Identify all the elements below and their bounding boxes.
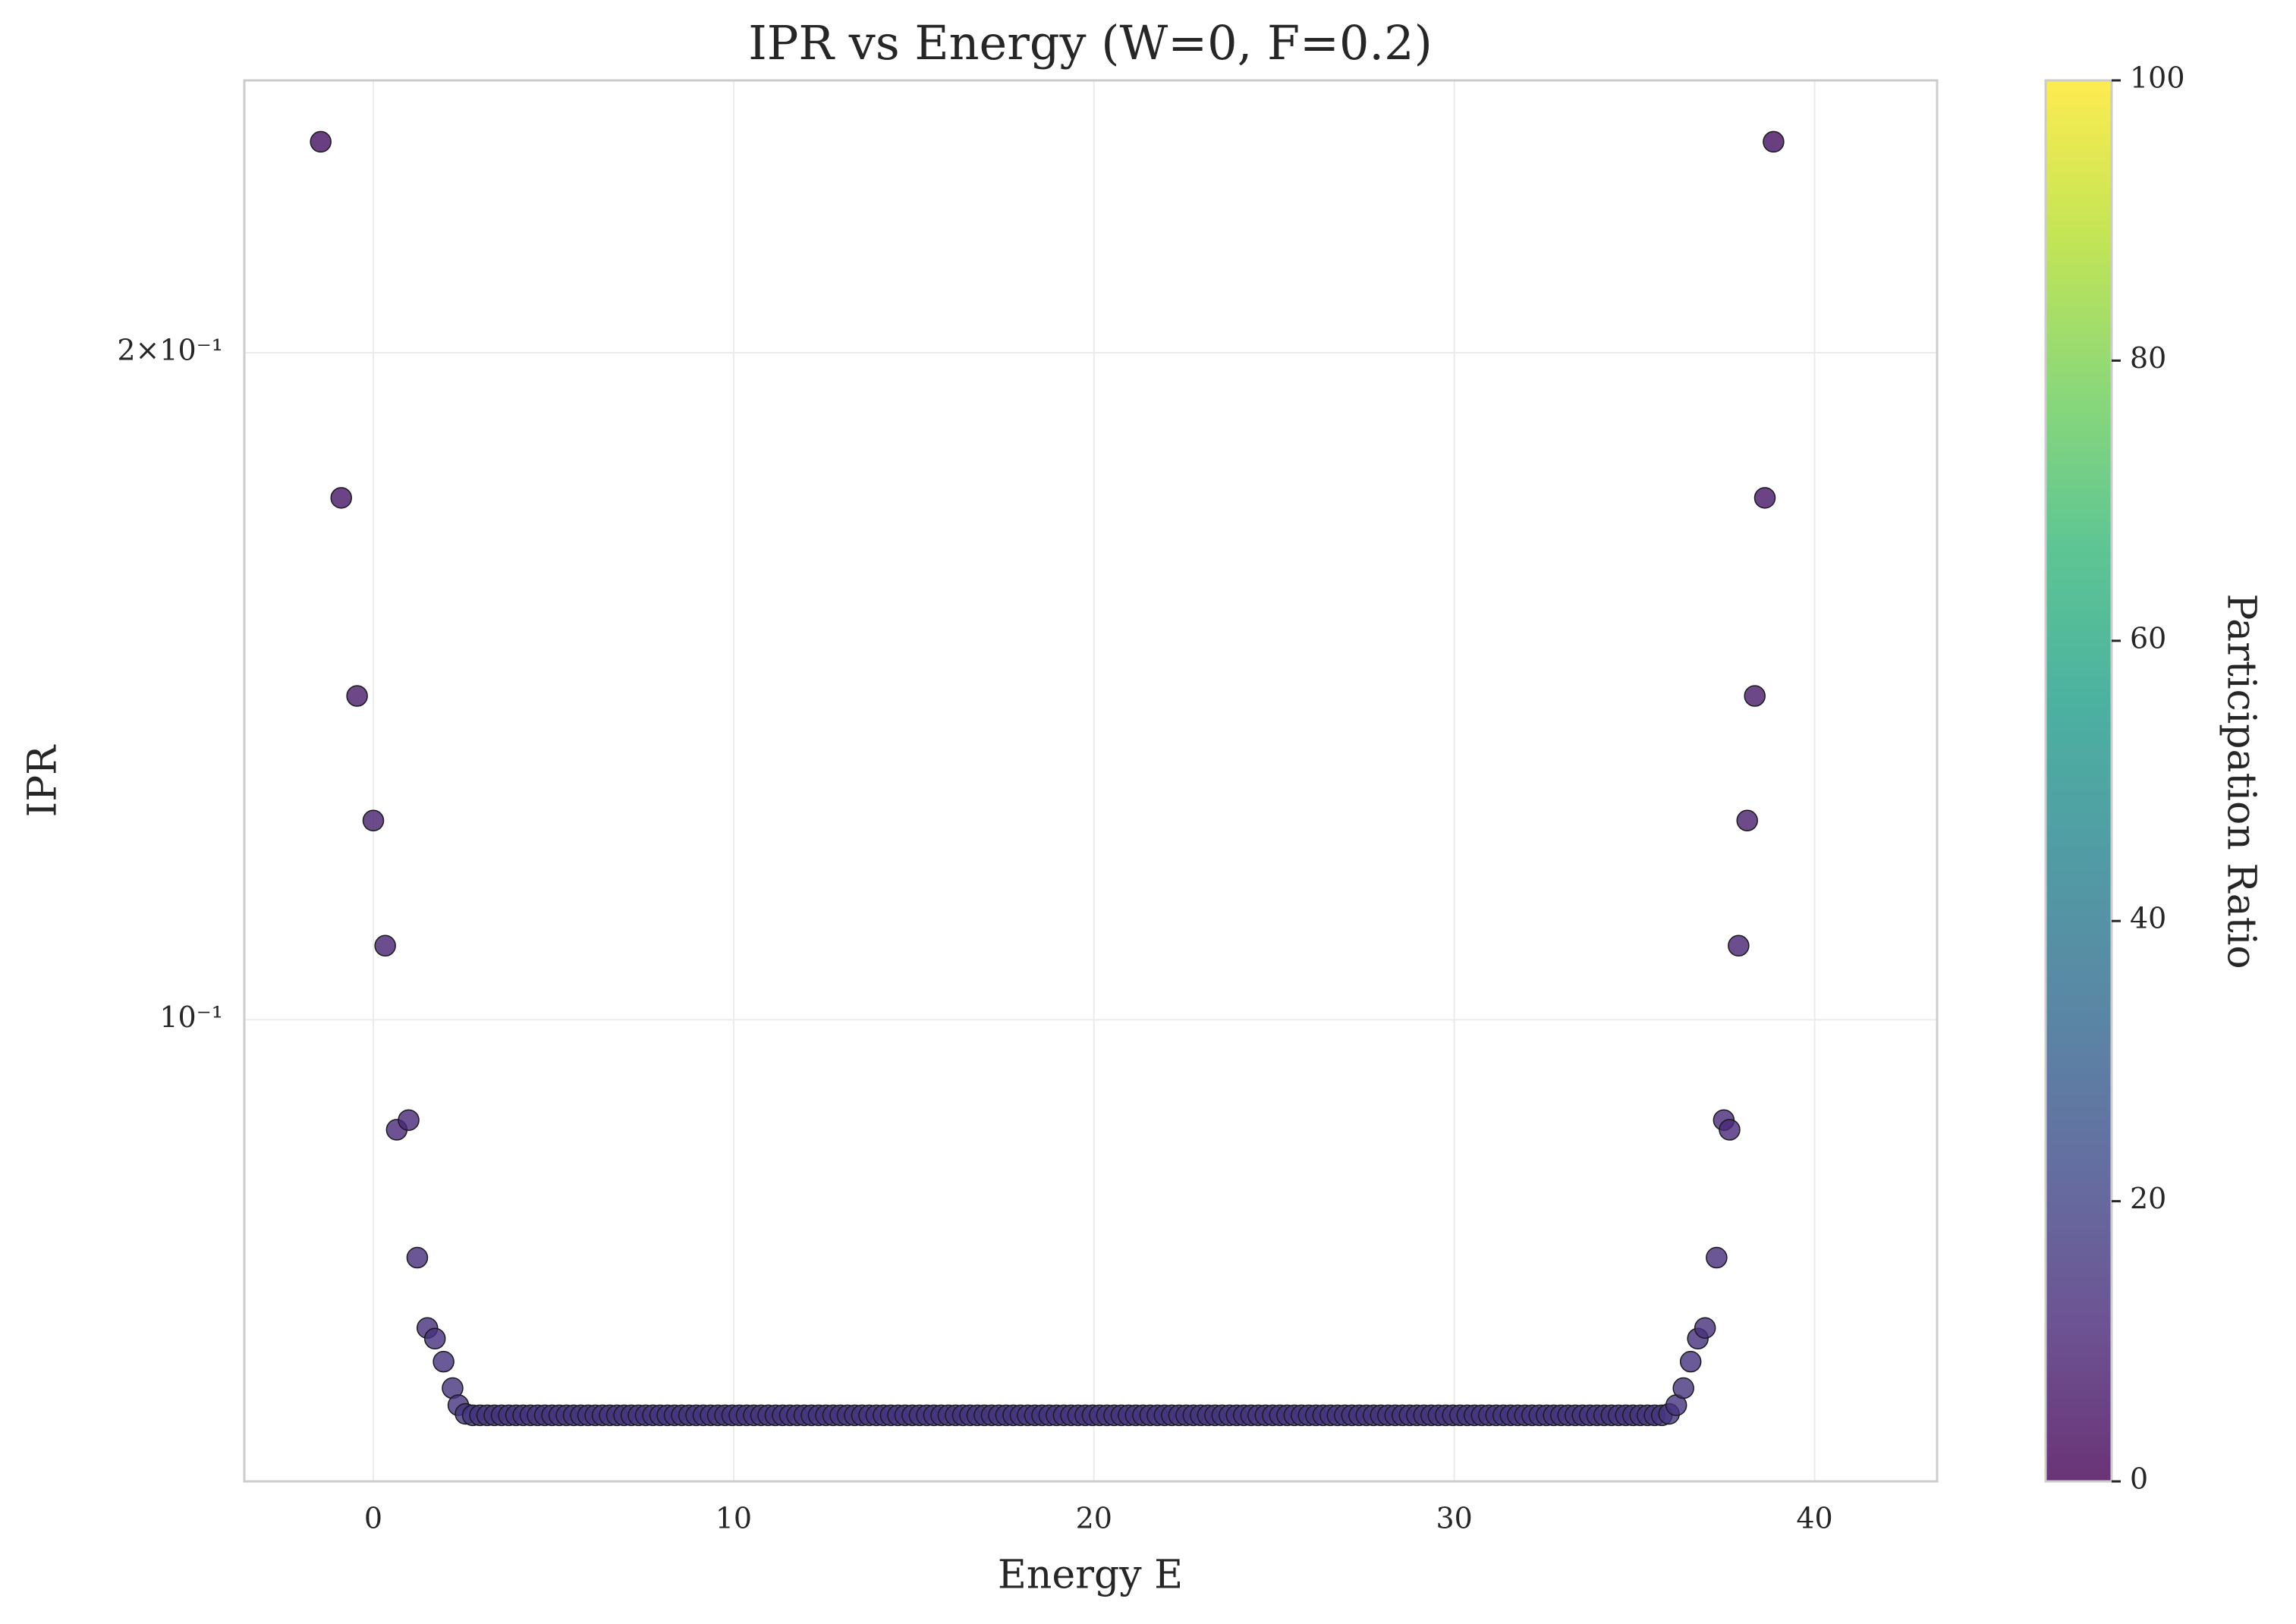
chart-title: IPR vs Energy (W=0, F=0.2) (748, 15, 1433, 71)
colorbar (2044, 79, 2113, 1483)
y-tick-label: 10⁻¹ (159, 1000, 223, 1034)
x-axis-label: Energy E (998, 1553, 1183, 1598)
colorbar-tick-label: 20 (2130, 1182, 2166, 1215)
colorbar-tick-label: 80 (2130, 341, 2166, 375)
point (310, 130, 332, 153)
point (330, 487, 352, 509)
point (1753, 487, 1776, 509)
point (1728, 935, 1750, 957)
point (1736, 809, 1758, 832)
point (362, 809, 385, 832)
colorbar-tick-label: 0 (2130, 1462, 2148, 1496)
colorbar-label: Participation Ratio (2219, 593, 2264, 969)
point (1719, 1119, 1741, 1141)
point (423, 1327, 446, 1350)
x-tick-label: 10 (716, 1502, 752, 1535)
y-axis-label: IPR (20, 744, 66, 818)
colorbar-tick-label: 100 (2130, 61, 2185, 95)
point (1744, 685, 1766, 707)
colorbar-tick-label: 40 (2130, 902, 2166, 935)
point (346, 685, 368, 707)
y-tick-label: 2×10⁻¹ (117, 333, 223, 366)
x-tick-label: 30 (1436, 1502, 1472, 1535)
x-tick-label: 20 (1076, 1502, 1112, 1535)
point (1672, 1377, 1694, 1399)
point (432, 1350, 454, 1373)
x-tick-label: 0 (364, 1502, 382, 1535)
point (1679, 1350, 1702, 1373)
x-tick-label: 40 (1796, 1502, 1832, 1535)
point (1694, 1317, 1716, 1339)
point (406, 1246, 429, 1269)
point (1763, 130, 1785, 153)
plot-frame (243, 79, 1939, 1483)
point (374, 935, 396, 957)
point (1706, 1246, 1728, 1269)
point (398, 1109, 420, 1131)
colorbar-tick-label: 60 (2130, 621, 2166, 655)
